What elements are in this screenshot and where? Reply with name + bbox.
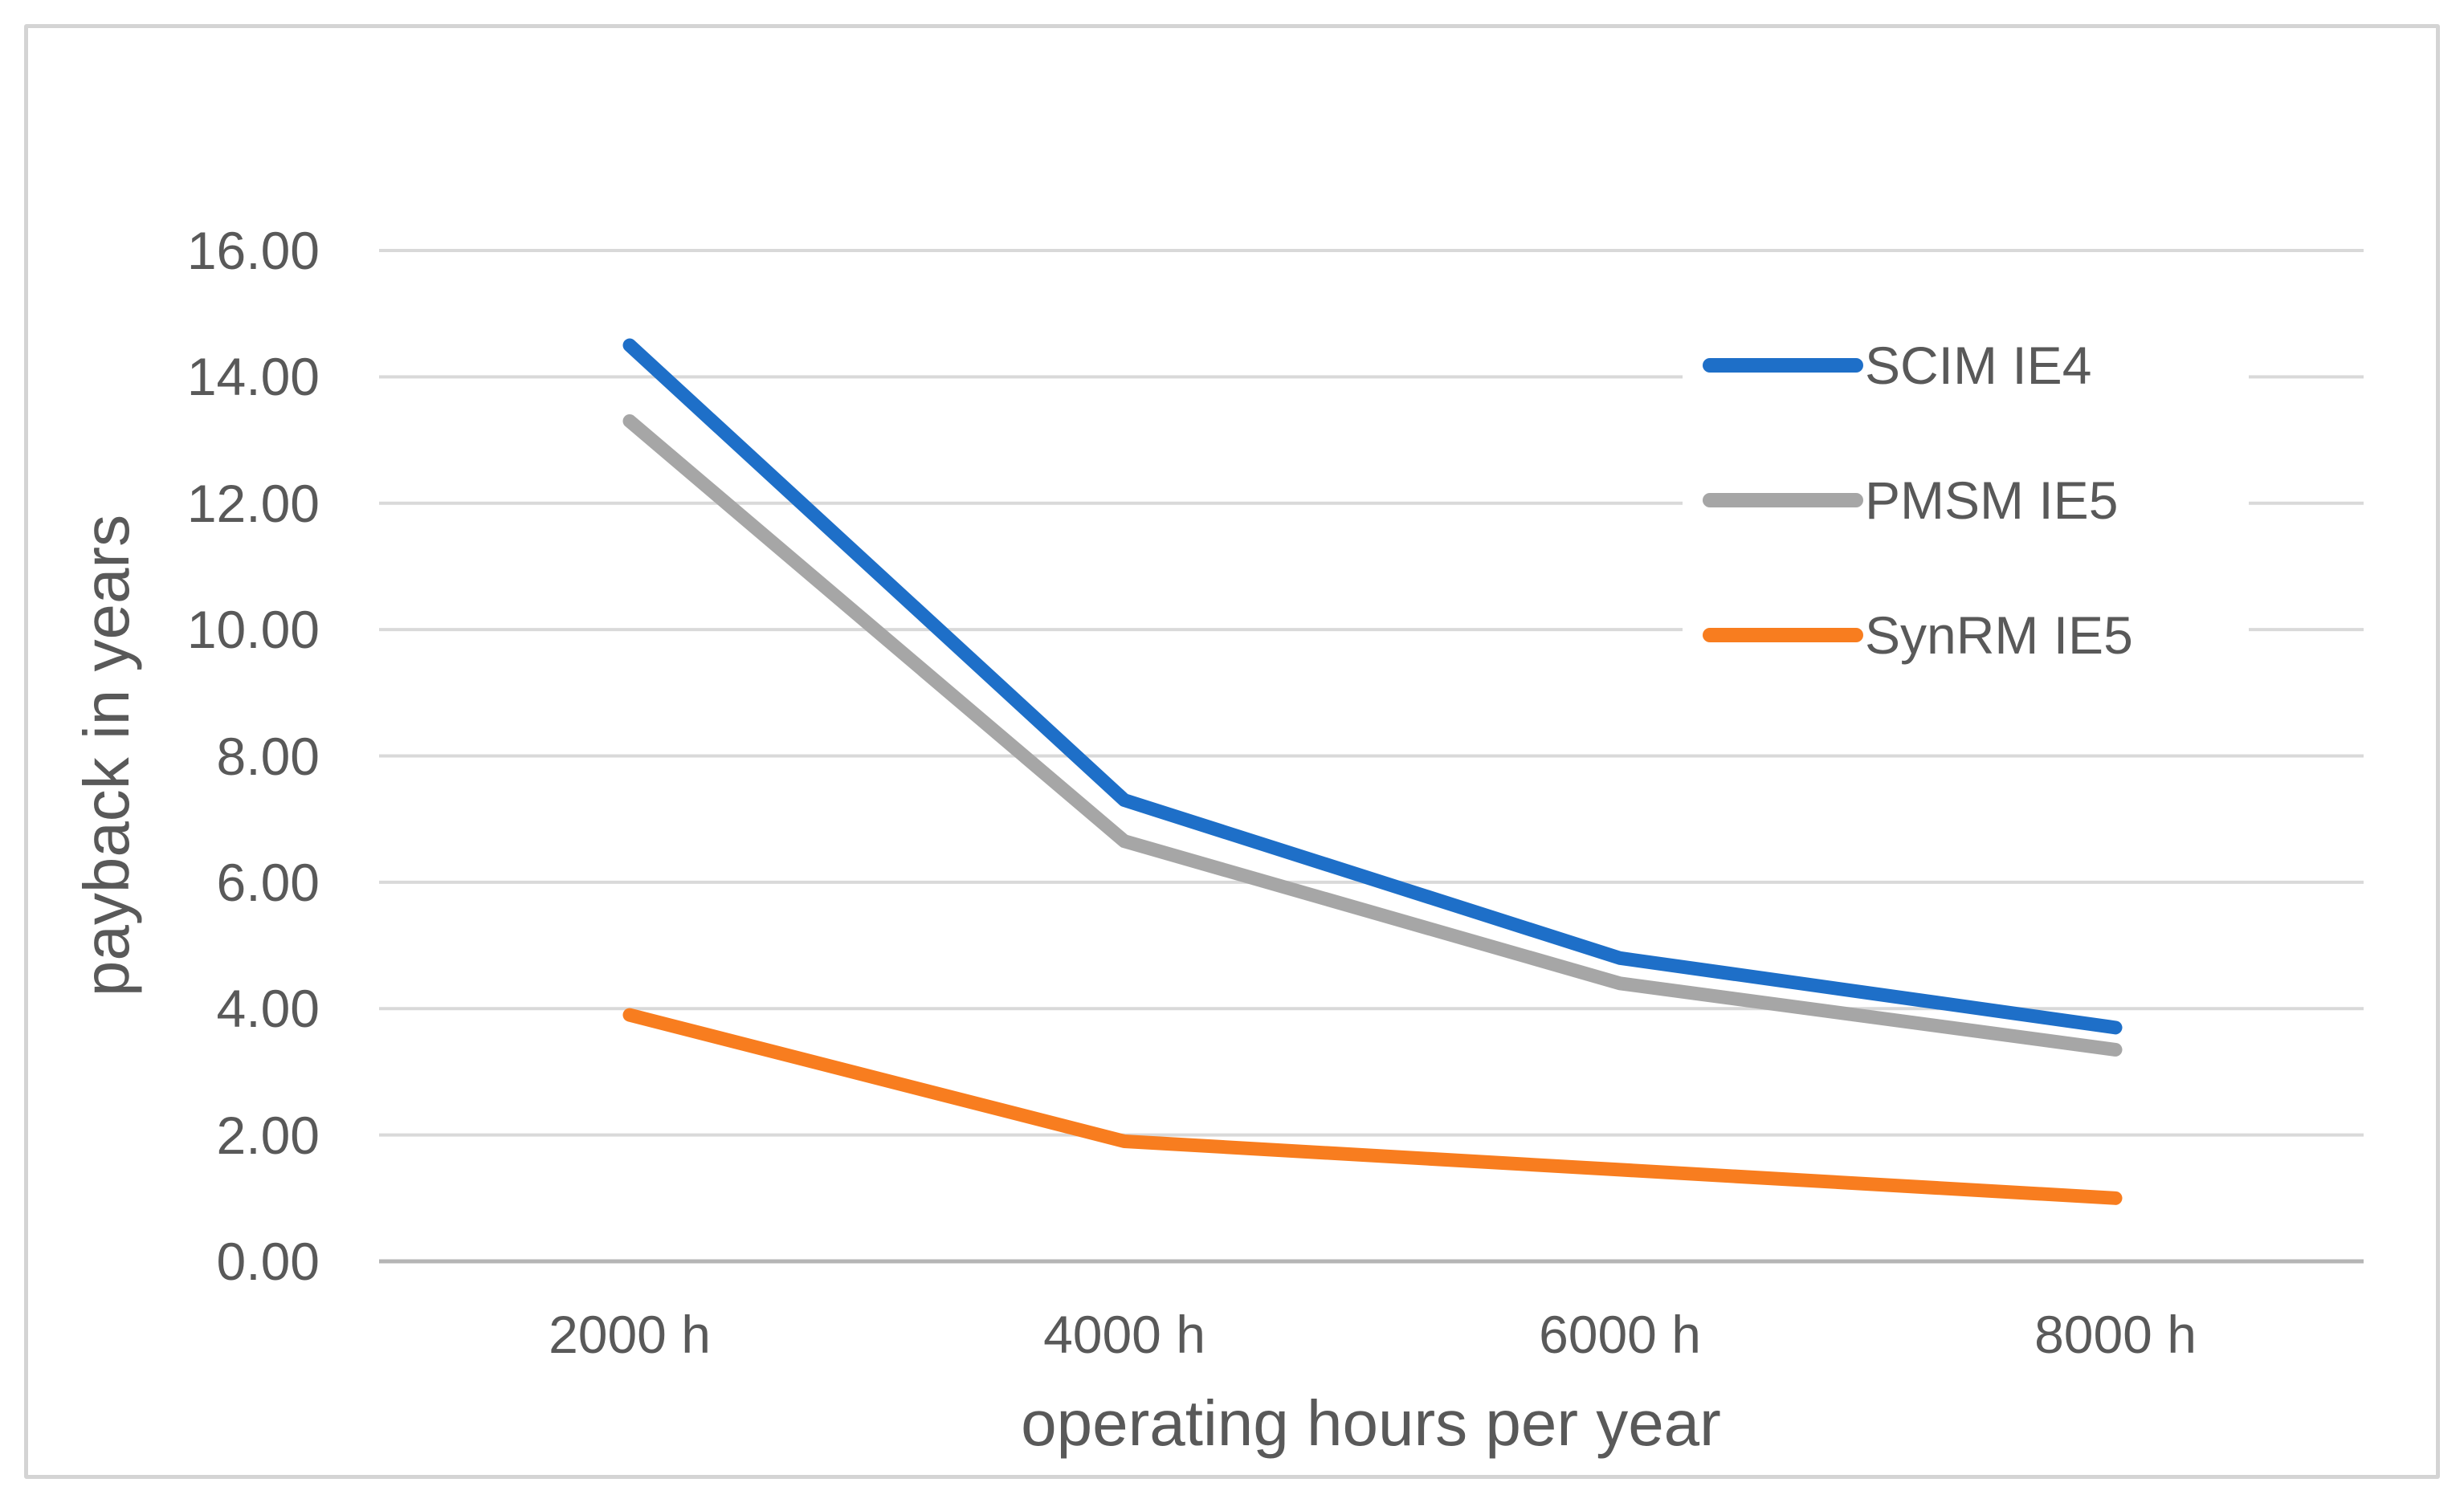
x-axis-title: operating hours per year (1021, 1387, 1721, 1459)
legend-label: PMSM IE5 (1865, 470, 2118, 530)
plot-shapes (379, 249, 2364, 1264)
y-tick-label: 4.00 (217, 979, 320, 1038)
series-line-pmsm-ie5 (622, 413, 2123, 1057)
x-tick-label: 8000 h (2034, 1305, 2197, 1364)
x-tick-label: 4000 h (1043, 1305, 1205, 1364)
x-tick-label: 6000 h (1539, 1305, 1701, 1364)
y-tick-label: 8.00 (217, 727, 320, 786)
legend-label: SCIM IE4 (1865, 336, 2091, 395)
legend-box (1683, 321, 2249, 678)
y-tick-label: 16.00 (187, 221, 320, 280)
y-tick-label: 12.00 (187, 474, 320, 533)
y-tick-label: 6.00 (217, 853, 320, 912)
series-line-synrm-ie5 (622, 1008, 2123, 1205)
y-tick-label: 2.00 (217, 1106, 320, 1165)
y-tick-label: 10.00 (187, 600, 320, 659)
y-tick-label: 0.00 (217, 1232, 320, 1291)
y-tick-label: 14.00 (187, 347, 320, 406)
series-line-scim-ie4 (622, 338, 2123, 1035)
y-axis-title: payback in years (71, 515, 142, 996)
x-tick-label: 2000 h (549, 1305, 711, 1364)
legend-label: SynRM IE5 (1865, 605, 2133, 665)
